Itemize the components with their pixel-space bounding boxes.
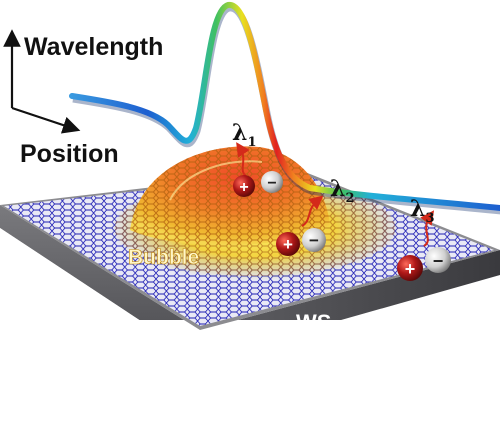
bubble-dome [130,146,330,246]
hole-3-sign: + [405,259,416,279]
electron-3 [425,247,451,273]
exciton-pair-2: + − [276,228,326,256]
lambda-1-label: λ1 [232,120,256,150]
electron-3-sign: − [433,251,444,271]
hole-1 [233,175,255,197]
emission-3: λ3 [410,196,435,247]
position-axis-label: Position [20,140,119,168]
hole-1-sign: + [239,179,248,196]
hole-3 [397,255,423,281]
wavelength-axis-label: Wavelength [24,33,163,61]
exciton-pair-3: + − [397,247,451,281]
wavelength-profile [69,2,500,215]
exciton-pair-1: + − [233,171,283,197]
emission-arrow-1 [236,142,250,177]
hole-2 [276,232,300,256]
emission-1: λ1 [232,120,256,177]
horizontal-axis-arrow [11,106,81,134]
ws2-label: WS2 [296,310,339,339]
hole-2-sign: + [283,235,293,254]
electron-1-sign: − [267,175,276,192]
substrate-front-lower [20,320,500,428]
electron-2 [302,228,326,252]
profile-curve [69,2,500,211]
lambda-2-label: λ2 [330,176,354,206]
bubble-label: Bubble [128,246,199,269]
emission-arrow-3 [420,210,435,247]
axes-indicator: Wavelength Position [3,29,163,168]
emission-2: λ2 [301,176,354,227]
lambda-3-label: λ3 [410,196,434,226]
electron-2-sign: − [309,231,319,250]
hbn-label: hBN [276,384,321,409]
dome-lattice [130,146,330,246]
emission-arrow-2 [301,195,324,227]
electron-1 [261,171,283,193]
dome-highlight [169,160,263,201]
